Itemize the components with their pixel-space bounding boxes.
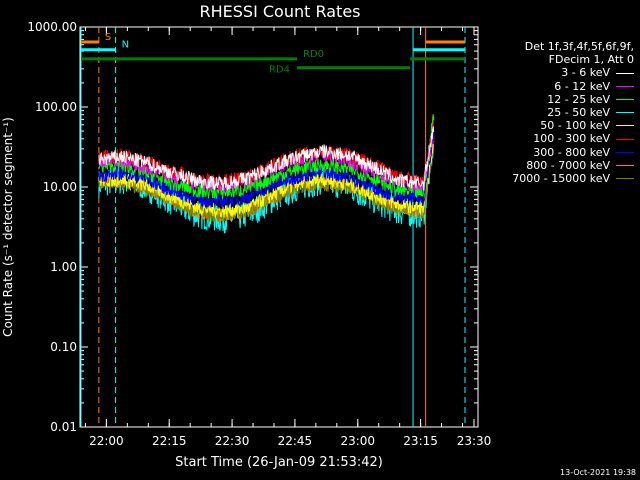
series-line-0 <box>98 126 435 192</box>
legend-swatch <box>616 178 634 180</box>
legend-label: 6 - 12 keV <box>554 79 610 93</box>
plot-frame <box>79 26 479 428</box>
x-tick-label: 22:15 <box>152 434 187 448</box>
legend-header-line-2: FDecim 1, Att 0 <box>548 53 634 67</box>
y-tick-label: 0.01 <box>50 420 77 434</box>
legend-label: 12 - 25 keV <box>547 92 610 106</box>
legend-label: 25 - 50 keV <box>547 106 610 120</box>
x-tick-label: 23:00 <box>340 434 375 448</box>
legend-item: 7000 - 15000 keV <box>478 172 634 185</box>
legend-swatch <box>616 72 634 74</box>
legend-swatch <box>616 112 634 114</box>
y-tick-label: 10.00 <box>43 180 77 194</box>
flag-label: S <box>105 32 111 43</box>
legend-label: 7000 - 15000 keV <box>512 172 610 186</box>
legend-swatch <box>616 138 634 140</box>
legend-item: 3 - 6 keV <box>478 66 634 79</box>
chart-title: RHESSI Count Rates <box>200 2 361 21</box>
vertical-markers <box>80 27 466 427</box>
x-axis: 22:00 22:15 22:30 22:45 23:00 23:15 23:30 <box>84 27 492 448</box>
y-tick-label: 1.00 <box>50 260 77 274</box>
series-lines <box>98 114 435 234</box>
flag-label: N <box>122 40 129 51</box>
x-tick-label: 23:15 <box>403 434 438 448</box>
y-axis: 1000.00 100.00 10.00 1.00 0.10 0.01 <box>27 20 478 434</box>
legend-swatch <box>616 85 634 87</box>
legend-swatch <box>616 98 634 100</box>
series-line-6 <box>98 130 435 209</box>
legend-item: 6 - 12 keV <box>478 80 634 93</box>
legend-swatch <box>616 125 634 127</box>
x-tick-label: 23:30 <box>457 434 492 448</box>
y-axis-label: Count Rate (s⁻¹ detector segment⁻¹) <box>1 117 15 337</box>
legend-item: 25 - 50 keV <box>478 106 634 119</box>
legend-swatch <box>616 164 634 166</box>
legend-item: 100 - 300 keV <box>478 132 634 145</box>
timestamp: 13-Oct-2021 19:38 <box>560 468 636 477</box>
legend-header-line-1: Det 1f,3f,4f,5f,6f,9f, <box>524 40 634 53</box>
y-axis-label-text: Count Rate (s⁻¹ detector segment⁻¹) <box>1 117 15 337</box>
legend-item: 50 - 100 keV <box>478 119 634 132</box>
x-tick-label: 22:45 <box>278 434 313 448</box>
legend-label: 800 - 7000 keV <box>526 158 610 172</box>
attenuator-flags: SN RD0 RD4 <box>81 32 465 76</box>
x-axis-label: Start Time (26-Jan-09 21:53:42) <box>175 455 383 470</box>
flag-label: RD4 <box>269 65 290 76</box>
x-tick-label: 22:30 <box>215 434 250 448</box>
legend: Det 1f,3f,4f,5f,6f,9f, FDecim 1, Att 0 3… <box>478 40 634 185</box>
legend-item: 800 - 7000 keV <box>478 159 634 172</box>
legend-item: 300 - 800 keV <box>478 146 634 159</box>
flag-label: RD0 <box>303 49 324 60</box>
series-line-5 <box>98 120 435 189</box>
legend-label: 50 - 100 keV <box>540 119 610 133</box>
y-tick-label: 1000.00 <box>27 20 77 34</box>
legend-item: 12 - 25 keV <box>478 93 634 106</box>
legend-label: 300 - 800 keV <box>533 145 610 159</box>
legend-label: 100 - 300 keV <box>533 132 610 146</box>
y-tick-label: 0.10 <box>50 340 77 354</box>
legend-label: 3 - 6 keV <box>561 66 610 80</box>
x-tick-label: 22:00 <box>89 434 124 448</box>
y-tick-label: 100.00 <box>35 100 77 114</box>
legend-swatch <box>616 151 634 153</box>
